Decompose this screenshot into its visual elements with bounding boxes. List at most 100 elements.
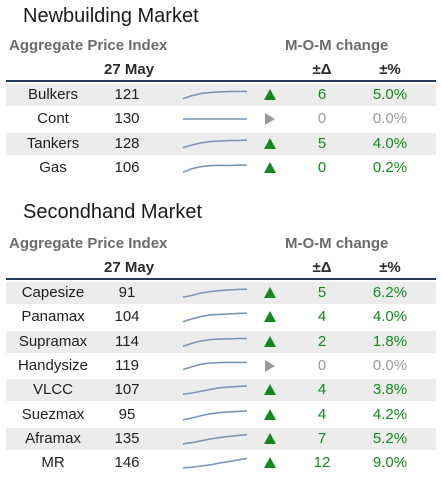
segment-name: Supramax [18,332,88,350]
sparkline-path [182,164,247,173]
date-header: 27 May [104,61,155,78]
trend-sparkline [182,288,248,298]
delta-value: 2 [317,332,327,350]
trend-sparkline [183,118,247,121]
sparkline-path [182,457,248,469]
triangle-up-icon [264,457,276,469]
index-value: 130 [114,110,140,128]
index-value: 135 [114,429,140,447]
pct-change-value: 0.0% [372,110,408,128]
arrow-shape [264,457,276,469]
delta-value: 0 [317,110,327,128]
table-row: Gas 106 0 0.2% [6,157,436,179]
index-value: 106 [114,158,140,176]
table-row: Bulkers 121 6 5.0% [6,84,436,106]
triangle-up-icon [264,137,276,149]
delta-value: 5 [317,284,327,301]
delta-value: 4 [317,405,327,423]
segment-name: Capesize [21,284,85,301]
index-value: 91 [118,284,136,301]
segment-name: Gas [39,158,67,176]
sparkline-path [182,138,248,148]
segment-name: Aframax [25,429,81,447]
section-title: Secondhand Market [23,201,203,223]
segment-name: Handysize [17,356,89,374]
secondhand-market-section: Secondhand Market Aggregate Price Index … [6,196,436,483]
index-header: Aggregate Price Index [9,235,168,252]
triangle-up-icon [264,408,276,420]
triangle-up-icon [264,432,276,444]
delta-value: 4 [317,308,327,326]
pct-change-value: 4.2% [372,405,408,423]
table-row: Capesize 91 5 6.2% [6,282,436,304]
trend-sparkline [182,457,248,469]
pct-header: ±% [379,259,401,276]
sparkline-path [182,288,248,298]
triangle-up-icon [264,89,276,100]
segment-name: VLCC [32,381,73,399]
pct-change-value: 0.2% [372,158,408,176]
delta-value: 5 [317,134,327,152]
table-row: Supramax 114 2 1.8% [6,330,436,353]
table-row: Cont 130 0 0.0% [6,108,436,130]
delta-header: ±Δ [312,61,332,78]
table-row: Suezmax 95 4 4.2% [6,404,436,426]
index-value: 121 [114,86,140,103]
segment-name: Panamax [21,308,85,326]
newbuilding-market-section: Newbuilding Market Aggregate Price Index… [6,0,436,185]
arrow-shape [264,89,276,100]
delta-value: 7 [317,429,327,447]
delta-value: 12 [313,454,331,472]
table-row: MR 146 12 9.0% [6,452,436,474]
arrow-shape [265,359,275,372]
triangle-up-icon [264,287,276,298]
sparkline-path [182,312,248,323]
delta-value: 4 [317,381,327,399]
trend-sparkline [182,433,248,445]
date-header: 27 May [104,259,155,276]
index-value: 128 [114,134,140,152]
arrow-shape [264,335,276,347]
pct-change-value: 6.2% [372,284,408,301]
delta-header: ±Δ [312,259,332,276]
trend-sparkline [182,385,248,396]
arrow-shape [265,113,275,126]
mom-change-header: M-O-M change [285,235,389,252]
pct-change-value: 1.8% [372,332,408,350]
index-value: 107 [114,381,140,399]
arrow-shape [264,384,276,396]
table-row: Handysize 119 0 0.0% [6,355,436,377]
pct-change-value: 5.2% [372,429,408,447]
mom-change-header: M-O-M change [285,37,389,54]
pct-header: ±% [379,61,401,78]
triangle-up-icon [264,311,276,323]
table-row: Aframax 135 7 5.2% [6,427,436,450]
segment-name: Bulkers [27,86,79,103]
trend-sparkline [182,90,247,100]
pct-change-value: 4.0% [372,308,408,326]
sparkline-path [182,433,248,445]
trend-sparkline [182,164,247,173]
trend-sparkline [182,361,247,371]
triangle-up-icon [264,384,276,396]
sparkline-path [182,409,248,421]
arrow-shape [264,311,276,323]
segment-name: Tankers [26,134,80,152]
arrow-shape [264,408,276,420]
trend-sparkline [182,138,248,148]
index-value: 95 [118,405,136,423]
table-row: Panamax 104 4 4.0% [6,306,436,328]
segment-name: Suezmax [21,405,85,423]
table-row: Tankers 128 5 4.0% [6,132,436,155]
trend-sparkline [182,409,248,421]
pct-change-value: 9.0% [372,454,408,472]
triangle-right-icon [265,113,275,126]
index-value: 146 [114,454,140,472]
index-value: 114 [115,332,139,350]
sparkline-path [182,385,248,396]
delta-value: 0 [317,158,327,176]
arrow-shape [264,161,276,173]
pct-change-value: 5.0% [372,86,408,103]
pct-change-value: 4.0% [372,134,408,152]
sparkline-path [182,90,247,100]
